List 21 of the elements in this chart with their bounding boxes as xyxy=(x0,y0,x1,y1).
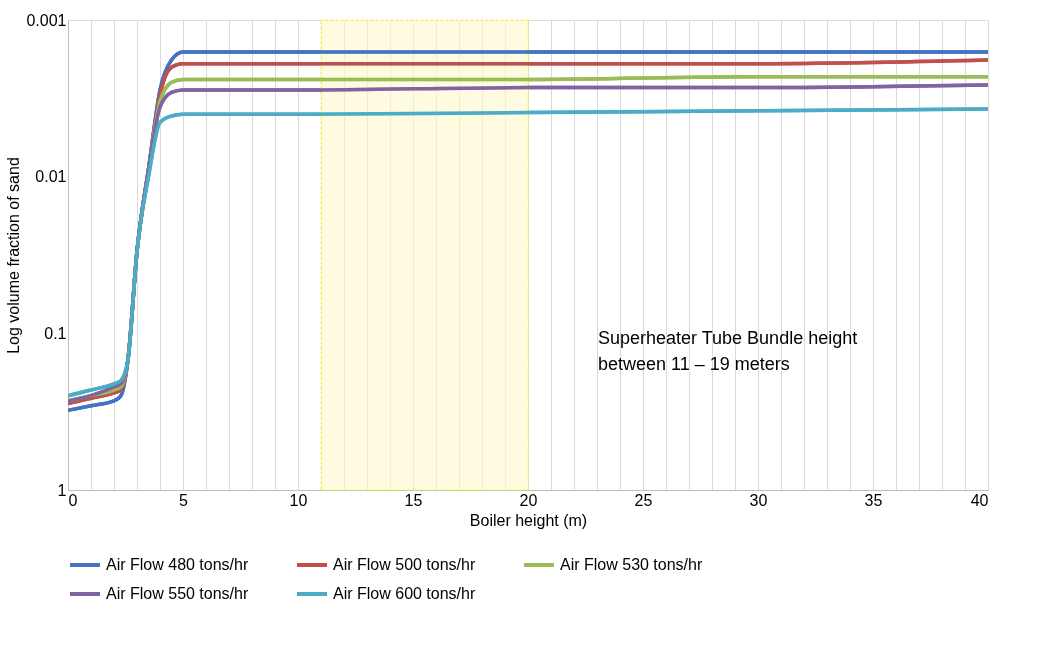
y-axis-title: Log volume fraction of sand xyxy=(5,157,23,354)
legend-label: Air Flow 600 tons/hr xyxy=(333,585,476,602)
y-tick-label: 0.1 xyxy=(44,324,67,342)
x-tick-label: 25 xyxy=(634,491,653,509)
x-tick-label: 10 xyxy=(289,491,308,509)
x-tick-label: 30 xyxy=(749,491,768,509)
x-tick-label: 0 xyxy=(68,491,78,509)
x-tick-label: 35 xyxy=(864,491,883,509)
y-tick-label: 0.001 xyxy=(26,11,67,29)
legend-label: Air Flow 500 tons/hr xyxy=(333,556,476,573)
x-tick-label: 15 xyxy=(404,491,423,509)
x-tick-label: 40 xyxy=(970,491,989,509)
x-tick-label: 5 xyxy=(179,491,189,509)
legend-label: Air Flow 530 tons/hr xyxy=(560,556,703,573)
legend-label: Air Flow 550 tons/hr xyxy=(106,585,249,602)
legend-label: Air Flow 480 tons/hr xyxy=(106,556,249,573)
annotation: Superheater Tube Bundle height between 11 – 19 meters xyxy=(598,328,858,374)
y-tick-label: 1 xyxy=(57,481,67,499)
x-axis-title: Boiler height (m) xyxy=(469,511,588,529)
y-tick-label: 0.01 xyxy=(35,168,67,186)
x-tick-label: 20 xyxy=(519,491,538,509)
